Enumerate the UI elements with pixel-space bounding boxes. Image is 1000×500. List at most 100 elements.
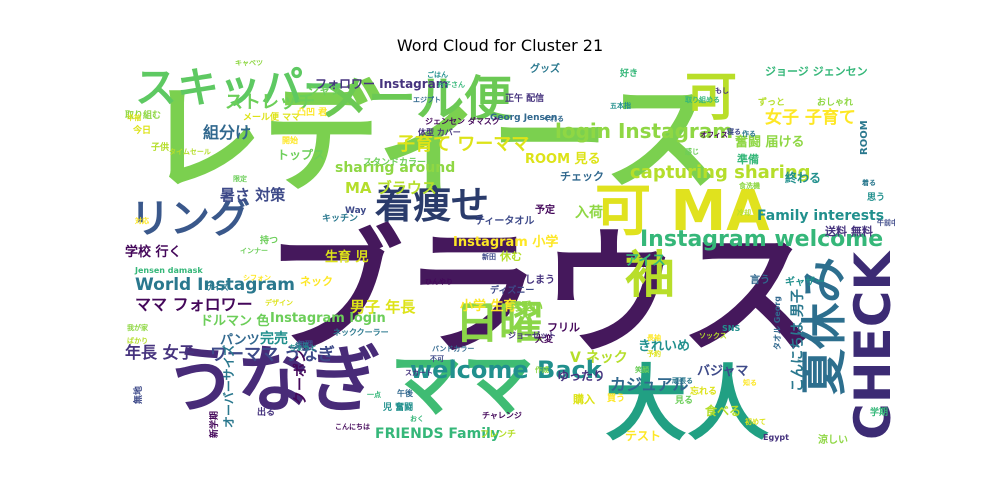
word-67: 休む <box>499 249 522 263</box>
word-140: 予約 <box>647 349 661 358</box>
word-16: welcome Back <box>410 356 603 384</box>
word-71: ROOM <box>859 120 870 155</box>
word-11: 夏休み <box>797 257 851 395</box>
word-53: ジョージ ジェンセン <box>765 65 868 78</box>
word-139: ソックス <box>699 331 727 340</box>
word-114: 食洗機 <box>738 181 760 190</box>
word-82: 見る <box>674 395 693 406</box>
word-44: ROOM 見る <box>525 152 601 167</box>
word-42: 入荷 <box>575 204 603 221</box>
word-109: 新学期 <box>208 411 220 438</box>
word-81: 買う <box>607 393 625 404</box>
word-100: SNS <box>722 324 740 333</box>
word-123: エジプト <box>413 95 441 104</box>
word-73: 予定 <box>535 203 555 216</box>
word-96: 無理 <box>297 339 313 349</box>
word-38: フォロワー Instagram <box>315 77 448 91</box>
word-32: 男子 年長 <box>350 298 416 316</box>
word-15: 着痩せ <box>375 183 489 227</box>
word-72: Way <box>345 206 366 216</box>
word-146: ジョーゼット <box>508 330 556 340</box>
word-28: Family interests <box>757 208 884 224</box>
word-157: ジェンセン ダマスク <box>425 116 500 126</box>
word-113: 一点 <box>367 390 381 399</box>
word-129: シフォン <box>243 274 271 282</box>
word-4: うなぎ <box>165 338 381 422</box>
word-158: 体型 カバー <box>418 127 461 137</box>
word-61: フリル <box>547 321 580 334</box>
word-90: おしゃれ <box>817 97 853 108</box>
word-75: 言う <box>750 273 770 286</box>
word-112: 児 奮闘 <box>382 401 413 413</box>
word-59: グッズ <box>530 62 560 75</box>
word-144: 新田 <box>482 252 496 261</box>
word-66: 可愛い <box>510 299 543 313</box>
word-142: 笑顔 <box>635 365 650 374</box>
word-143: 頑張る <box>671 376 693 385</box>
word-107: サイズ <box>205 282 229 292</box>
word-141: 長袖 <box>647 333 661 342</box>
word-6: メール便 <box>320 71 513 127</box>
word-26: 年長 女子 <box>125 343 195 362</box>
word-117: 知る <box>742 378 757 387</box>
word-74: しまう <box>525 274 555 286</box>
word-13: 袖 <box>625 246 675 304</box>
word-99: タオル Georg <box>772 296 782 350</box>
word-106: 持つ <box>260 234 278 246</box>
word-8: CHECK <box>844 250 895 440</box>
word-101: Jensen damask <box>134 266 203 275</box>
word-14: リング <box>130 196 250 242</box>
word-52: きれいめ <box>638 339 690 354</box>
word-103: 子供 <box>151 141 169 153</box>
word-151: ばかり <box>127 336 148 345</box>
word-51: パンツ <box>220 333 260 348</box>
word-132: 不可 <box>430 355 444 363</box>
word-39: カジュアル <box>610 375 688 394</box>
word-130: インナー <box>240 247 268 255</box>
word-97: チャレンジ <box>482 411 522 420</box>
word-30: sharing around <box>335 160 455 176</box>
word-35: こんにちは 男子 <box>790 289 806 392</box>
word-91: ずっと <box>758 96 785 108</box>
word-155: 着る <box>861 178 876 187</box>
word-93: 凸凹 君 <box>297 107 327 118</box>
word-47: オーバーサイズ <box>221 345 236 428</box>
word-9: スキッパー <box>135 63 345 112</box>
word-2: レディース <box>145 70 721 208</box>
word-27: 組分け <box>203 123 251 142</box>
word-77: 学期 <box>870 406 888 418</box>
word-3: 大人 <box>605 357 769 448</box>
word-115: 冷却 <box>737 208 751 217</box>
word-84: ディズニー <box>490 284 534 296</box>
word-153: 対応 <box>134 216 149 225</box>
word-56: 購入 <box>572 392 595 406</box>
word-134: スカート <box>405 369 433 377</box>
word-1: ブラウス <box>265 214 817 375</box>
word-54: 奮闘 届ける <box>734 134 805 150</box>
word-85: 大変 <box>535 333 553 345</box>
word-7: 可 <box>685 68 737 128</box>
word-136: ちょっと <box>289 344 317 352</box>
word-58: トップス <box>277 147 325 162</box>
word-150: 我が家 <box>127 323 149 332</box>
word-80: 忘れる <box>690 385 717 397</box>
word-50: ゆったり <box>557 369 605 383</box>
word-128: デザイン <box>265 298 293 307</box>
word-88: 思う <box>867 192 885 203</box>
word-57: テスト <box>625 429 661 443</box>
word-18: login Instagram <box>555 119 733 143</box>
word-89: 好き <box>619 67 638 79</box>
word-24: ワーママ うなぎ <box>210 344 335 365</box>
word-36: 暑さ 対策 <box>220 186 286 204</box>
word-145: ひんやり <box>425 277 453 286</box>
word-64: 終わる <box>785 170 821 185</box>
chart-title: Word Cloud for Cluster 21 <box>396 36 604 55</box>
word-148: 五本指 <box>610 101 631 110</box>
word-cloud-area: ブラウス レディース 大人 うなぎ ママ メール便 可 CHECK スキッパー可 MA 夏休み 日曜… <box>125 60 895 448</box>
word-122: もし <box>715 87 729 95</box>
word-104: 今日 <box>132 124 151 136</box>
word-147: くれる <box>543 115 564 123</box>
word-127: タイムセール <box>169 147 211 156</box>
word-68: 生育 児 <box>325 249 369 265</box>
